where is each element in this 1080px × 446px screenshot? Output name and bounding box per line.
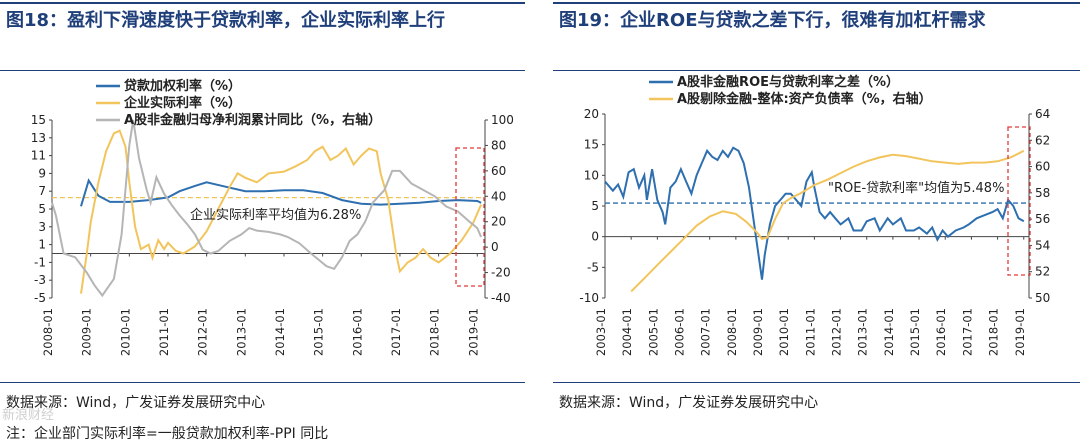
figure-number: 图19： bbox=[559, 10, 621, 31]
figure-title: 图19：企业ROE与贷款之差下行，很难有加杠杆需求 bbox=[559, 6, 1074, 36]
note-text: 注：企业部门实际利率=一般贷款加权利率-PPI 同比 bbox=[6, 426, 329, 442]
y-tick-label-left: -5 bbox=[34, 291, 46, 305]
highlight-box bbox=[455, 147, 485, 287]
y-tick-label-right: 64 bbox=[1035, 107, 1050, 121]
legend-label: 企业实际利率（%） bbox=[123, 95, 241, 111]
series-line-2 bbox=[630, 149, 1025, 293]
y-tick-label-right: 60 bbox=[1035, 160, 1050, 174]
y-tick-label-left: 10 bbox=[584, 168, 599, 182]
x-tick-label: 2018-01 bbox=[428, 308, 442, 356]
x-tick-label: 2015-01 bbox=[312, 308, 326, 356]
top-rule bbox=[553, 2, 1080, 4]
x-tick-label: 2018-01 bbox=[987, 308, 1001, 356]
source-rule bbox=[0, 382, 525, 383]
legend-label: A股非金融归母净利润累计同比（%，右轴） bbox=[124, 112, 381, 128]
x-tick-label: 2019-01 bbox=[1013, 308, 1027, 356]
top-rule bbox=[0, 2, 525, 4]
y-tick-label-right: 56 bbox=[1035, 212, 1050, 226]
y-tick-label-left: -10 bbox=[579, 291, 599, 305]
x-tick-label: 2017-01 bbox=[389, 308, 403, 356]
x-tick-label: 2008-01 bbox=[41, 308, 55, 356]
y-tick-label-right: -20 bbox=[491, 266, 511, 280]
x-tick-label: 2006-01 bbox=[673, 308, 687, 356]
x-tick-label: 2008-01 bbox=[725, 308, 739, 356]
y-tick-label-right: 58 bbox=[1035, 186, 1050, 200]
series-line-3 bbox=[51, 119, 483, 298]
x-tick-label: 2012-01 bbox=[196, 308, 210, 356]
x-tick-label: 2016-01 bbox=[934, 308, 948, 356]
x-tick-label: 2019-01 bbox=[466, 308, 480, 356]
y-tick-label-left: 1 bbox=[38, 238, 46, 252]
x-tick-label: 2004-01 bbox=[620, 308, 634, 356]
y-tick-label-left: 13 bbox=[31, 131, 46, 145]
figure-title: 图18：盈利下滑速度快于贷款利率，企业实际利率上行 bbox=[6, 6, 521, 36]
x-tick-label: 2013-01 bbox=[234, 308, 248, 356]
x-tick-label: 2009-01 bbox=[80, 308, 94, 356]
y-tick-label-left: -3 bbox=[34, 273, 46, 287]
figure-number: 图18： bbox=[6, 10, 68, 31]
y-tick-label-left: -1 bbox=[34, 255, 46, 269]
legend-label: A股非金融ROE与贷款利率之差（%） bbox=[677, 74, 899, 90]
chart-18: 15 13 11 9 7 5 3 1 -1 -3 -5 100 80 60 40 20 0 -20 -40 2008-… bbox=[31, 78, 514, 356]
figure-title-text: 盈利下滑速度快于贷款利率，企业实际利率上行 bbox=[67, 10, 446, 31]
y-tick-label-left: 5 bbox=[591, 199, 599, 213]
legend-label: A股剔除金融-整体:资产负债率（%，右轴） bbox=[677, 91, 932, 107]
x-tick-label: 2011-01 bbox=[157, 308, 171, 356]
y-tick-label-right: 62 bbox=[1035, 133, 1050, 147]
y-tick-label-right: 50 bbox=[1035, 291, 1050, 305]
figure-title-text: 企业ROE与贷款之差下行，很难有加杠杆需求 bbox=[620, 10, 986, 31]
y-tick-label-left: 15 bbox=[584, 138, 599, 152]
y-tick-label-right: 20 bbox=[491, 215, 506, 229]
x-tick-label: 2017-01 bbox=[960, 308, 974, 356]
figure-18-panel: 图18：盈利下滑速度快于贷款利率，企业实际利率上行 15 13 11 9 7 5 3 1 -1 -… bbox=[0, 0, 525, 446]
x-tick-label: 2011-01 bbox=[803, 308, 817, 356]
source-text: 数据来源：Wind，广发证券发展研究中心 bbox=[559, 395, 819, 411]
x-tick-label: 2010-01 bbox=[777, 308, 791, 356]
title-rule bbox=[0, 70, 525, 71]
y-tick-label-left: 3 bbox=[38, 220, 46, 234]
x-tick-label: 2015-01 bbox=[908, 308, 922, 356]
y-tick-label-right: 60 bbox=[491, 164, 506, 178]
y-tick-label-left: 11 bbox=[31, 149, 46, 163]
x-tick-label: 2010-01 bbox=[118, 308, 132, 356]
watermark: 新浪财经 bbox=[2, 408, 55, 423]
y-tick-label-left: -5 bbox=[587, 260, 599, 274]
y-tick-label-right: -40 bbox=[491, 291, 511, 305]
y-tick-label-right: 0 bbox=[491, 240, 499, 254]
series-line-1 bbox=[604, 146, 1025, 280]
x-tick-label: 2013-01 bbox=[856, 308, 870, 356]
figure-19-panel: 图19：企业ROE与贷款之差下行，很难有加杠杆需求 20 15 10 5 0 -5 -10 6… bbox=[553, 0, 1080, 446]
x-tick-label: 2014-01 bbox=[882, 308, 896, 356]
y-tick-label-right: 100 bbox=[491, 113, 514, 127]
legend-label: 贷款加权利率（%） bbox=[124, 78, 241, 94]
y-tick-label-left: 0 bbox=[591, 230, 599, 244]
y-tick-label-right: 54 bbox=[1035, 238, 1050, 252]
y-tick-label-left: 9 bbox=[38, 166, 46, 180]
x-tick-label: 2012-01 bbox=[830, 308, 844, 356]
y-tick-label-right: 80 bbox=[491, 138, 506, 152]
y-tick-label-left: 20 bbox=[584, 107, 599, 121]
x-tick-label: 2014-01 bbox=[273, 308, 287, 356]
title-rule bbox=[553, 70, 1080, 71]
source-rule bbox=[553, 382, 1080, 383]
source-text: 数据来源：Wind，广发证券发展研究中心 bbox=[6, 395, 266, 411]
x-tick-label: 2009-01 bbox=[751, 308, 765, 356]
y-tick-label-right: 52 bbox=[1035, 265, 1050, 279]
x-tick-label: 2007-01 bbox=[699, 308, 713, 356]
highlight-box bbox=[1007, 126, 1031, 276]
x-tick-label: 2003-01 bbox=[594, 308, 608, 356]
x-tick-label: 2016-01 bbox=[350, 308, 364, 356]
mean-annotation: 企业实际利率平均值为6.28% bbox=[190, 207, 361, 223]
y-tick-label-left: 7 bbox=[38, 184, 46, 198]
series-line-1 bbox=[80, 178, 482, 207]
y-tick-label-left: 15 bbox=[31, 113, 46, 127]
series-line-2 bbox=[80, 129, 483, 294]
y-tick-label-left: 5 bbox=[38, 202, 46, 216]
mean-annotation: "ROE-贷款利率"均值为5.48% bbox=[828, 180, 1004, 196]
x-tick-label: 2005-01 bbox=[646, 308, 660, 356]
y-tick-label-right: 40 bbox=[491, 189, 506, 203]
